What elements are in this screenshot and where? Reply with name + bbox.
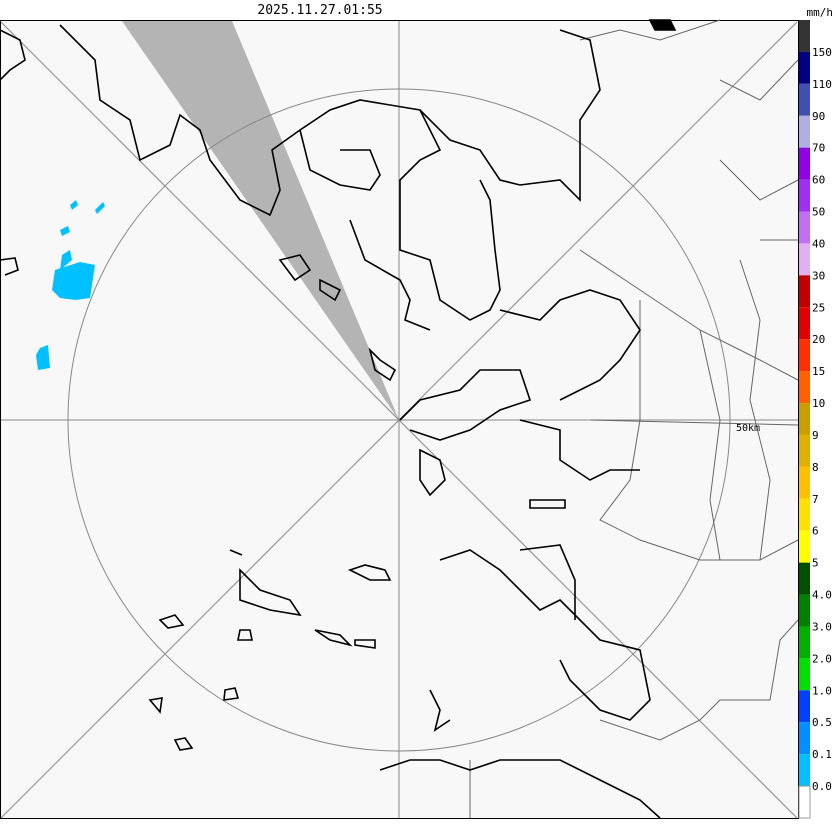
colorbar-segment (799, 626, 810, 659)
colorbar-label: 6 (812, 525, 819, 538)
colorbar-segment (799, 179, 810, 212)
colorbar-segment (799, 147, 810, 180)
colorbar-segment (799, 339, 810, 372)
colorbar-segment (799, 594, 810, 627)
rain-echo (36, 200, 105, 370)
colorbar-label: 2.0 (812, 652, 832, 665)
range-label: 50km (736, 423, 760, 434)
colorbar-label: 90 (812, 110, 825, 123)
colorbar-label: 15 (812, 365, 825, 378)
colorbar-segment (799, 275, 810, 308)
coastline (0, 19, 677, 819)
colorbar-label: 20 (812, 333, 825, 346)
colorbar-label: 5 (812, 557, 819, 570)
colorbar-segment (799, 434, 810, 467)
colorbar-label: 0.1 (812, 748, 832, 761)
colorbar-label: 50 (812, 206, 825, 219)
colorbar-label: 4.0 (812, 589, 832, 602)
colorbar-segment (799, 466, 810, 499)
colorbar-segment (799, 562, 810, 595)
colorbar-segment (799, 211, 810, 244)
colorbar-segment (799, 51, 810, 84)
colorbar-label: 3.0 (812, 620, 832, 633)
blocked-sector (122, 21, 399, 420)
colorbar-label: 10 (812, 397, 825, 410)
colorbar-label: 1.0 (812, 684, 832, 697)
colorbar-segment (799, 498, 810, 531)
colorbar-segment (799, 658, 810, 691)
colorbar-label: 70 (812, 142, 825, 155)
range-rings (0, 21, 798, 819)
colorbar: 150 110 90 70 60 50 40 30 25 20 15 10 9 8 7 6 5 4.0 3.0 2.0… (798, 20, 832, 819)
unit-label: mm/h (807, 6, 834, 19)
colorbar-label: 0.0 (812, 780, 832, 793)
colorbar-label: 9 (812, 429, 819, 442)
colorbar-label: 110 (812, 78, 832, 91)
colorbar-label: 25 (812, 301, 825, 314)
colorbar-segment (799, 690, 810, 723)
colorbar-label: 0.5 (812, 716, 832, 729)
colorbar-segment (799, 530, 810, 563)
map: 50km (0, 19, 799, 819)
colorbar-label: 60 (812, 174, 825, 187)
colorbar-segment (799, 722, 810, 755)
colorbar-label: 40 (812, 237, 825, 250)
colorbar-segment (799, 403, 810, 435)
admin-borders (469, 19, 799, 818)
colorbar-segment (799, 371, 810, 404)
colorbar-label: 8 (812, 461, 819, 474)
colorbar-segment (798, 785, 811, 819)
colorbar-label: 30 (812, 269, 825, 282)
colorbar-label: 7 (812, 493, 819, 506)
colorbar-segment (799, 83, 810, 116)
colorbar-segment (799, 243, 810, 276)
timestamp: 2025.11.27.01:55 (257, 3, 382, 18)
colorbar-segment (799, 115, 810, 148)
colorbar-segment (799, 20, 810, 52)
colorbar-segment (799, 754, 810, 787)
colorbar-label: 150 (812, 46, 832, 59)
colorbar-segment (799, 307, 810, 340)
